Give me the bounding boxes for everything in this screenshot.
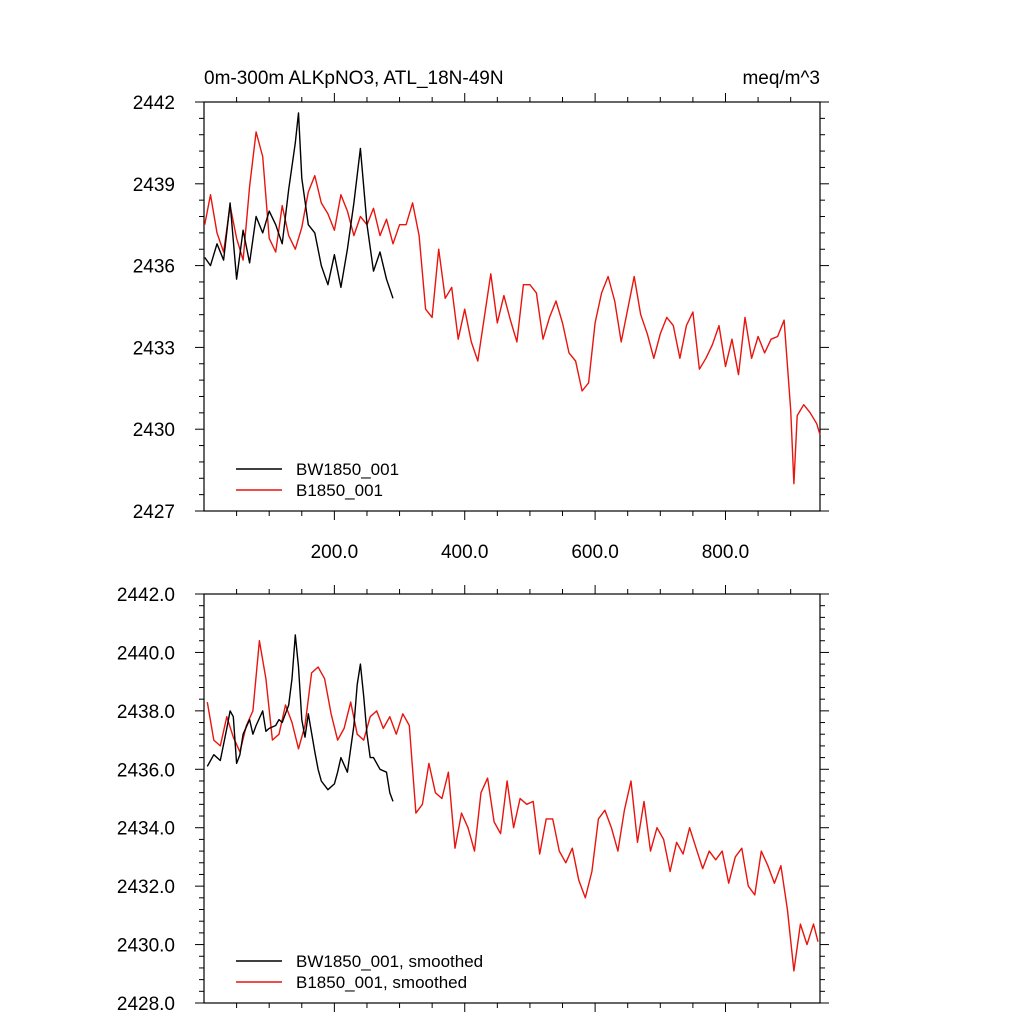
top-ytick-label: 2430 <box>133 420 175 441</box>
top-plot-frame <box>203 101 821 512</box>
top-legend: BW1850_001 B1850_001 <box>236 460 399 500</box>
bottom-series-line-1 <box>206 640 819 972</box>
top-title-right: meq/m^3 <box>742 68 820 89</box>
top-axis-ticks: 2427 2430 2433 2436 2439 2442 200.0 400.0 600.0 8… <box>133 93 829 563</box>
bottom-legend-label-b1850-smoothed: B1850_001, smoothed <box>296 973 467 992</box>
top-xtick-label: 600.0 <box>571 542 619 563</box>
top-xtick-label: 800.0 <box>702 542 750 563</box>
top-ytick-label: 2427 <box>133 502 175 523</box>
bottom-series-group <box>206 634 819 972</box>
bottom-ytick-label: 2428.0 <box>117 994 175 1015</box>
bottom-ytick-label: 2436.0 <box>117 760 175 781</box>
bottom-legend-label-bw1850-smoothed: BW1850_001, smoothed <box>296 952 483 971</box>
top-ytick-label: 2433 <box>133 338 175 359</box>
bottom-series-line-0 <box>206 634 394 802</box>
bottom-ytick-label: 2440.0 <box>117 643 175 664</box>
top-title-left: 0m-300m ALKpNO3, ATL_18N-49N <box>204 68 504 89</box>
top-xtick-label: 400.0 <box>441 542 489 563</box>
top-series-line-0 <box>204 112 394 299</box>
top-ytick-label: 2439 <box>133 175 175 196</box>
bottom-ytick-label: 2438.0 <box>117 702 175 723</box>
bottom-ytick-label: 2442.0 <box>117 585 175 606</box>
bottom-plot-frame <box>203 593 821 1004</box>
bottom-ytick-label: 2430.0 <box>117 936 175 957</box>
top-xtick-label: 200.0 <box>311 542 359 563</box>
top-legend-label-bw1850: BW1850_001 <box>296 460 399 479</box>
top-series-group <box>204 112 821 485</box>
top-series-line-1 <box>204 131 821 485</box>
top-legend-label-b1850: B1850_001 <box>296 481 383 500</box>
bottom-ytick-label: 2432.0 <box>117 877 175 898</box>
bottom-panel: 2428.0 2430.0 2432.0 2434.0 2436.0 2438.0 2440… <box>117 585 829 1015</box>
bottom-axis-ticks: 2428.0 2430.0 2432.0 2434.0 2436.0 2438.0 2440… <box>117 585 829 1015</box>
top-panel: 0m-300m ALKpNO3, ATL_18N-49N meq/m^3 242… <box>133 68 829 563</box>
top-ytick-label: 2442 <box>133 93 175 114</box>
top-ytick-label: 2436 <box>133 257 175 278</box>
bottom-legend: BW1850_001, smoothed B1850_001, smoothed <box>236 952 483 992</box>
bottom-ytick-label: 2434.0 <box>117 819 175 840</box>
